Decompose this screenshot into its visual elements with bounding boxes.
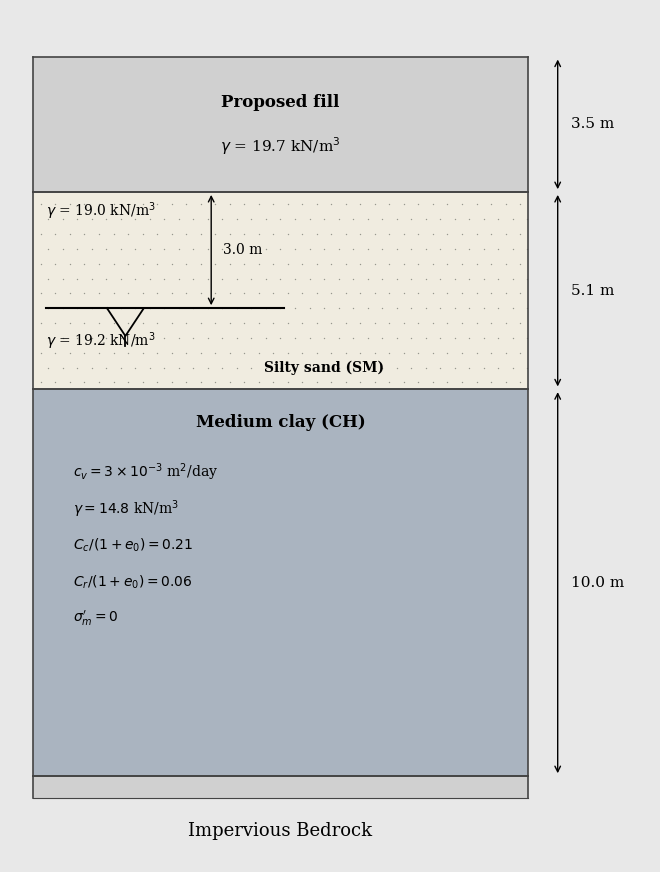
Text: 5.1 m: 5.1 m xyxy=(571,283,614,297)
Bar xyxy=(33,57,528,192)
Text: $C_r/(1 + e_0) = 0.06$: $C_r/(1 + e_0) = 0.06$ xyxy=(73,573,192,590)
Text: $c_v = 3 \times 10^{-3}$ m$^2$/day: $c_v = 3 \times 10^{-3}$ m$^2$/day xyxy=(73,461,218,483)
Text: Impervious Bedrock: Impervious Bedrock xyxy=(189,821,372,840)
Bar xyxy=(33,776,528,798)
Text: $\gamma$ = 19.0 kN/m$^3$: $\gamma$ = 19.0 kN/m$^3$ xyxy=(46,201,156,222)
Text: $\gamma = 14.8$ kN/m$^3$: $\gamma = 14.8$ kN/m$^3$ xyxy=(73,498,179,520)
Text: $\gamma$ = 19.2 kN/m$^3$: $\gamma$ = 19.2 kN/m$^3$ xyxy=(46,330,156,352)
Bar xyxy=(33,192,528,389)
Text: $\sigma^{\prime}_m = 0$: $\sigma^{\prime}_m = 0$ xyxy=(73,609,118,628)
Text: Silty sand (SM): Silty sand (SM) xyxy=(264,360,384,375)
Text: 3.0 m: 3.0 m xyxy=(223,243,263,257)
Bar xyxy=(33,389,528,776)
Text: 3.5 m: 3.5 m xyxy=(571,118,614,132)
Text: $C_c/(1 + e_0) = 0.21$: $C_c/(1 + e_0) = 0.21$ xyxy=(73,536,193,554)
Text: Proposed fill: Proposed fill xyxy=(221,94,340,111)
Text: Medium clay (CH): Medium clay (CH) xyxy=(195,414,366,431)
Text: 10.0 m: 10.0 m xyxy=(571,576,624,589)
Text: $\gamma$ = 19.7 kN/m$^3$: $\gamma$ = 19.7 kN/m$^3$ xyxy=(220,135,341,157)
